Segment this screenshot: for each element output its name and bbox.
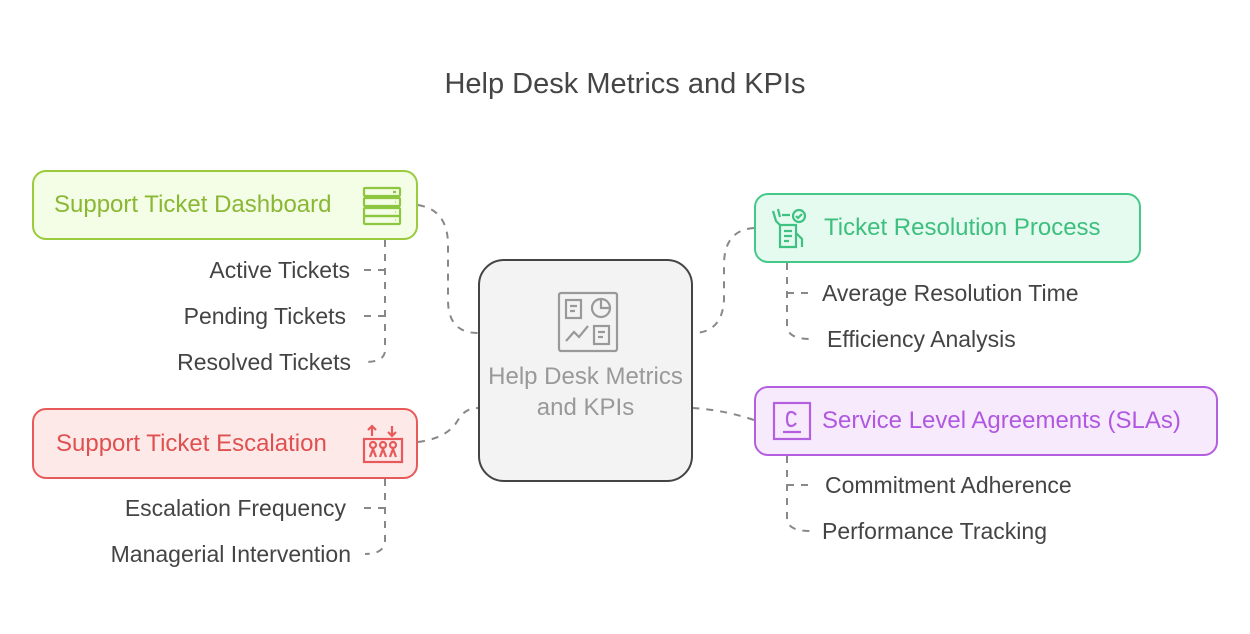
leaf-commitment-adherence: Commitment Adherence xyxy=(825,472,1072,498)
dashboard-icon xyxy=(557,291,619,353)
leaf-pending-tickets: Pending Tickets xyxy=(183,303,346,329)
contract-c-icon xyxy=(772,401,812,441)
leaf-active-tickets: Active Tickets xyxy=(209,257,350,283)
connector-sla-items xyxy=(786,456,811,532)
branch-label: Support Ticket Dashboard xyxy=(54,191,332,218)
branch-support-ticket-dashboard: Support Ticket Dashboard xyxy=(32,170,418,240)
leaf-managerial-intervention: Managerial Intervention xyxy=(110,541,351,567)
branch-label: Service Level Agreements (SLAs) xyxy=(822,407,1181,434)
connector-sla xyxy=(692,407,755,421)
branch-label: Ticket Resolution Process xyxy=(824,214,1101,241)
connector-resolution-items xyxy=(786,263,811,340)
leaf-average-resolution-time: Average Resolution Time xyxy=(822,280,1079,306)
connector-dashboard xyxy=(417,204,479,334)
leaf-efficiency-analysis: Efficiency Analysis xyxy=(827,326,1016,352)
hand-checklist-icon xyxy=(771,208,807,249)
escalation-people-icon xyxy=(362,424,404,464)
connector-dashboard-items xyxy=(360,240,386,363)
leaf-performance-tracking: Performance Tracking xyxy=(822,518,1047,544)
branch-ticket-resolution-process: Ticket Resolution Process xyxy=(754,193,1141,263)
center-label: Help Desk Metrics and KPIs xyxy=(488,363,683,421)
connector-escalation-items xyxy=(360,479,386,555)
page-title: Help Desk Metrics and KPIs xyxy=(444,68,806,100)
branch-label: Support Ticket Escalation xyxy=(56,429,327,457)
center-node: Help Desk Metrics and KPIs xyxy=(478,259,693,482)
server-list-icon xyxy=(362,186,402,226)
branch-service-level-agreements: Service Level Agreements (SLAs) xyxy=(754,386,1218,456)
leaf-resolved-tickets: Resolved Tickets xyxy=(177,349,351,375)
leaf-escalation-frequency: Escalation Frequency xyxy=(124,495,346,521)
connector-resolution xyxy=(692,227,755,334)
connector-escalation xyxy=(417,407,479,443)
branch-support-ticket-escalation: Support Ticket Escalation xyxy=(32,408,418,479)
